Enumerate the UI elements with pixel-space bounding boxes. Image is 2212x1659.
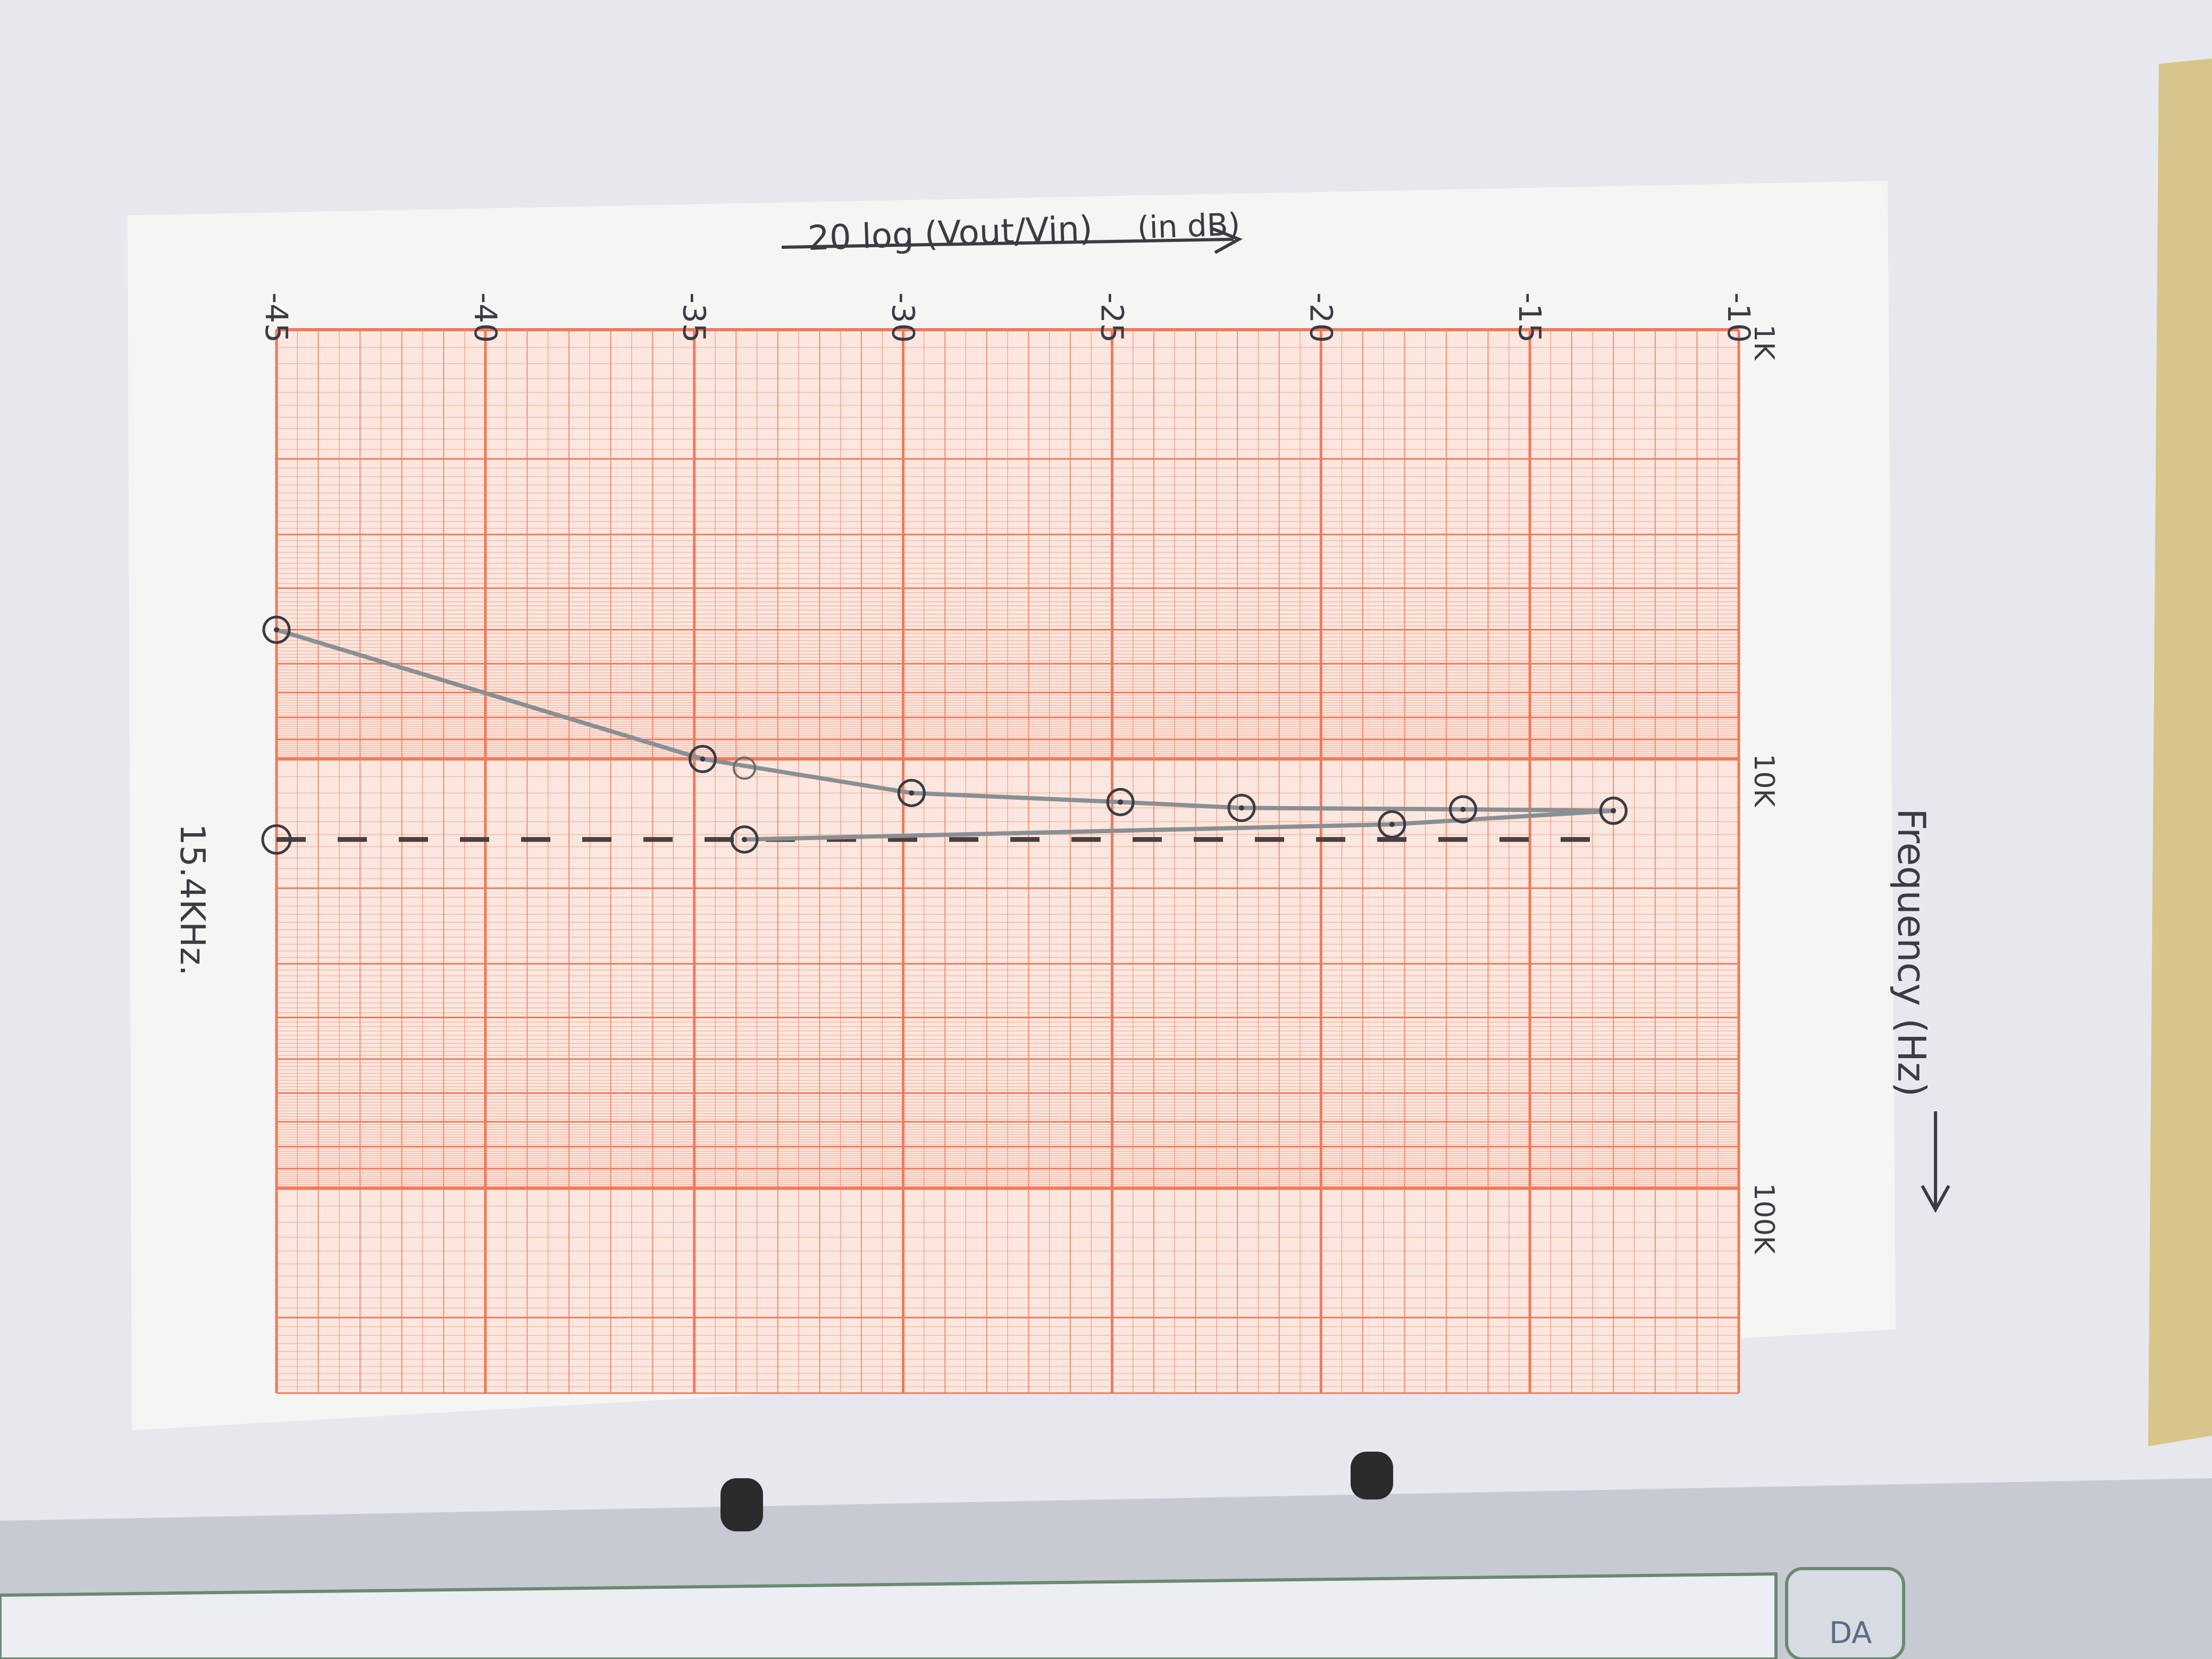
series-1-point bbox=[688, 744, 717, 773]
series-2-point bbox=[1378, 810, 1406, 839]
extra-point bbox=[733, 756, 756, 780]
series-1-point bbox=[1106, 787, 1135, 816]
series-1-point-dot bbox=[1239, 805, 1244, 811]
y-tick-label: -35 bbox=[676, 292, 713, 343]
y-tick-label: -15 bbox=[1512, 292, 1548, 343]
y-tick-label: -30 bbox=[885, 292, 921, 343]
series-2-point-dot bbox=[742, 836, 747, 842]
y-axis-arrowhead bbox=[1211, 227, 1243, 254]
y-tick-label: -40 bbox=[467, 292, 504, 343]
y-tick-label: -10 bbox=[1721, 292, 1757, 343]
series-2-point-dot bbox=[1389, 822, 1395, 827]
x-tick-label: 1K bbox=[1748, 324, 1780, 361]
series-1-point bbox=[1448, 795, 1477, 824]
series-1-point bbox=[262, 615, 291, 644]
series-1-point-dot bbox=[700, 756, 706, 762]
y-axis-ticks: -45 -40 -35 -30 -25 -20 -15 -10 bbox=[258, 292, 1757, 343]
x-axis-arrowhead bbox=[1921, 1185, 1950, 1213]
series-1-point bbox=[1227, 793, 1256, 822]
y-tick-label: -25 bbox=[1094, 292, 1130, 343]
y-tick-label: -20 bbox=[1303, 292, 1339, 343]
series-1-point-dot bbox=[1118, 799, 1124, 805]
grid-lines bbox=[275, 328, 1740, 1394]
plot-area: 1K 10K 100K -45 -40 -35 -30 -25 -20 -15 -10 15.4K… bbox=[172, 292, 1780, 1394]
series-1-point-dot bbox=[274, 627, 279, 633]
lower-sheet bbox=[0, 1572, 1778, 1659]
x-tick-label: 10K bbox=[1748, 753, 1780, 808]
series-2-point-dot bbox=[1611, 808, 1616, 814]
series-2-point bbox=[1599, 797, 1628, 825]
ring-binder-hole-right bbox=[1351, 1452, 1393, 1499]
lower-tab bbox=[1785, 1567, 1905, 1659]
y-tick-label: -45 bbox=[258, 292, 295, 343]
series-1-point-dot bbox=[1460, 807, 1466, 812]
x-axis-label: Frequency (Hz) bbox=[1889, 808, 1934, 1097]
series-1-point bbox=[897, 778, 926, 807]
x-tick-label: 100K bbox=[1748, 1183, 1780, 1255]
x-axis-ticks: 1K 10K 100K bbox=[1748, 324, 1780, 1255]
y-axis-arrow-line bbox=[781, 238, 1234, 249]
ring-binder-hole-left bbox=[720, 1478, 763, 1531]
corner-text: DA bbox=[1829, 1616, 1872, 1650]
cutoff-point bbox=[261, 824, 292, 855]
cutoff-annotation: 15.4KHz. bbox=[172, 824, 212, 976]
marker-layer bbox=[261, 615, 1628, 855]
series-2-point bbox=[730, 825, 759, 854]
series-1-point-dot bbox=[909, 790, 915, 796]
notebook-cover-edge bbox=[2148, 58, 2212, 1446]
